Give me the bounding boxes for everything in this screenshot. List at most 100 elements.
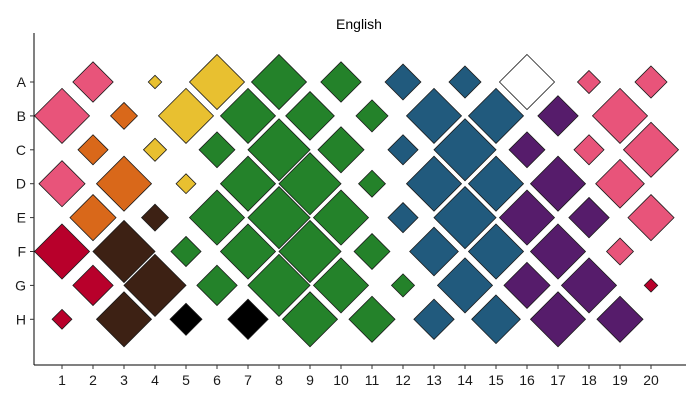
- tile-15-D: [467, 155, 525, 212]
- tile-12-E: [387, 201, 419, 234]
- tile-17-B: [537, 95, 579, 137]
- tile-20-A: [634, 65, 668, 99]
- x-tick-label-6: 6: [213, 372, 221, 388]
- tile-8-A: [250, 53, 308, 111]
- tile-1-D: [38, 160, 86, 208]
- tile-18-A: [576, 69, 602, 95]
- tile-5-D: [175, 173, 197, 195]
- tile-4-E: [140, 203, 170, 232]
- y-tick-label-A: A: [17, 74, 27, 90]
- tile-19-B: [591, 87, 649, 144]
- x-tick-label-4: 4: [151, 372, 159, 388]
- x-tick-label-1: 1: [58, 372, 66, 388]
- y-tick-label-F: F: [17, 244, 26, 260]
- tile-12-C: [387, 134, 419, 166]
- y-tick-label-H: H: [16, 311, 26, 327]
- tile-9-H: [281, 291, 339, 348]
- x-tick-label-3: 3: [120, 372, 128, 388]
- tile-6-A: [188, 53, 246, 111]
- x-tick-label-19: 19: [612, 372, 628, 388]
- tile-20-C: [622, 121, 680, 178]
- x-tick-label-10: 10: [333, 372, 349, 388]
- tile-13-B: [405, 87, 463, 144]
- tile-19-F: [605, 237, 635, 266]
- x-tick-label-20: 20: [643, 372, 659, 388]
- tile-1-B: [33, 87, 91, 144]
- x-tick-label-8: 8: [275, 372, 283, 388]
- tile-18-G: [560, 257, 618, 314]
- tile-13-H: [413, 298, 455, 341]
- tile-17-F: [529, 223, 587, 280]
- y-tick-label-E: E: [17, 210, 26, 226]
- x-tick-label-5: 5: [182, 372, 190, 388]
- x-tick-label-13: 13: [426, 372, 442, 388]
- tile-6-C: [198, 131, 236, 169]
- x-tick-label-15: 15: [488, 372, 504, 388]
- tile-17-H: [529, 291, 587, 348]
- tile-14-G: [436, 257, 494, 314]
- tile-17-D: [529, 155, 587, 212]
- tile-12-A: [384, 63, 422, 101]
- x-tick-label-11: 11: [365, 372, 380, 388]
- tile-9-B: [285, 91, 335, 141]
- tile-4-A: [147, 74, 163, 90]
- y-tick-label-D: D: [16, 176, 26, 192]
- tile-10-G: [312, 257, 370, 314]
- x-tick-label-2: 2: [89, 372, 97, 388]
- tile-5-H: [169, 302, 203, 336]
- tile-16-C: [508, 131, 546, 169]
- tile-10-A: [320, 61, 362, 103]
- x-tick-label-16: 16: [519, 372, 535, 388]
- tile-16-A: [498, 53, 556, 111]
- tile-2-G: [72, 264, 114, 307]
- tile-1-F: [33, 223, 91, 280]
- tile-18-E: [568, 196, 610, 239]
- tile-9-F: [278, 219, 342, 284]
- tile-7-F: [219, 223, 277, 280]
- tile-8-G: [247, 253, 311, 318]
- tile-10-C: [317, 126, 365, 174]
- tile-13-D: [405, 155, 463, 212]
- tile-3-H: [95, 291, 153, 348]
- y-tick-label-C: C: [16, 142, 26, 158]
- tile-16-E: [498, 189, 556, 246]
- tile-8-E: [247, 185, 311, 250]
- tile-11-F: [353, 233, 391, 270]
- tile-7-B: [219, 87, 277, 144]
- axes-layer: [33, 33, 686, 366]
- tile-7-H: [227, 298, 269, 341]
- tile-11-D: [357, 169, 387, 198]
- x-tick-label-17: 17: [550, 372, 566, 388]
- tile-15-H: [471, 294, 521, 345]
- tile-18-C: [573, 134, 605, 166]
- chart-title: English: [336, 16, 382, 32]
- tile-19-H: [596, 295, 644, 343]
- tile-7-D: [219, 155, 277, 212]
- tile-1-H: [51, 308, 73, 330]
- tile-19-D: [595, 158, 645, 209]
- tile-20-G: [643, 278, 659, 293]
- tile-9-D: [278, 152, 342, 216]
- x-tick-label-7: 7: [244, 372, 252, 388]
- tiles-layer: [33, 53, 680, 348]
- tile-4-G: [123, 253, 187, 318]
- tile-6-E: [188, 189, 246, 246]
- tile-3-D: [95, 155, 153, 212]
- tile-14-A: [448, 65, 482, 99]
- tile-11-B: [355, 99, 389, 133]
- tile-2-E: [69, 193, 117, 242]
- tile-2-A: [72, 61, 114, 103]
- tile-13-F: [409, 226, 459, 277]
- x-tick-label-18: 18: [581, 372, 597, 388]
- x-tick-label-12: 12: [395, 372, 411, 388]
- y-tick-label-G: G: [15, 277, 26, 293]
- tile-15-F: [467, 223, 525, 280]
- tile-15-B: [467, 87, 525, 144]
- tile-8-C: [247, 118, 311, 182]
- tile-5-F: [170, 235, 202, 268]
- tile-16-G: [503, 261, 551, 310]
- tile-20-E: [627, 193, 675, 242]
- tile-3-F: [92, 219, 156, 284]
